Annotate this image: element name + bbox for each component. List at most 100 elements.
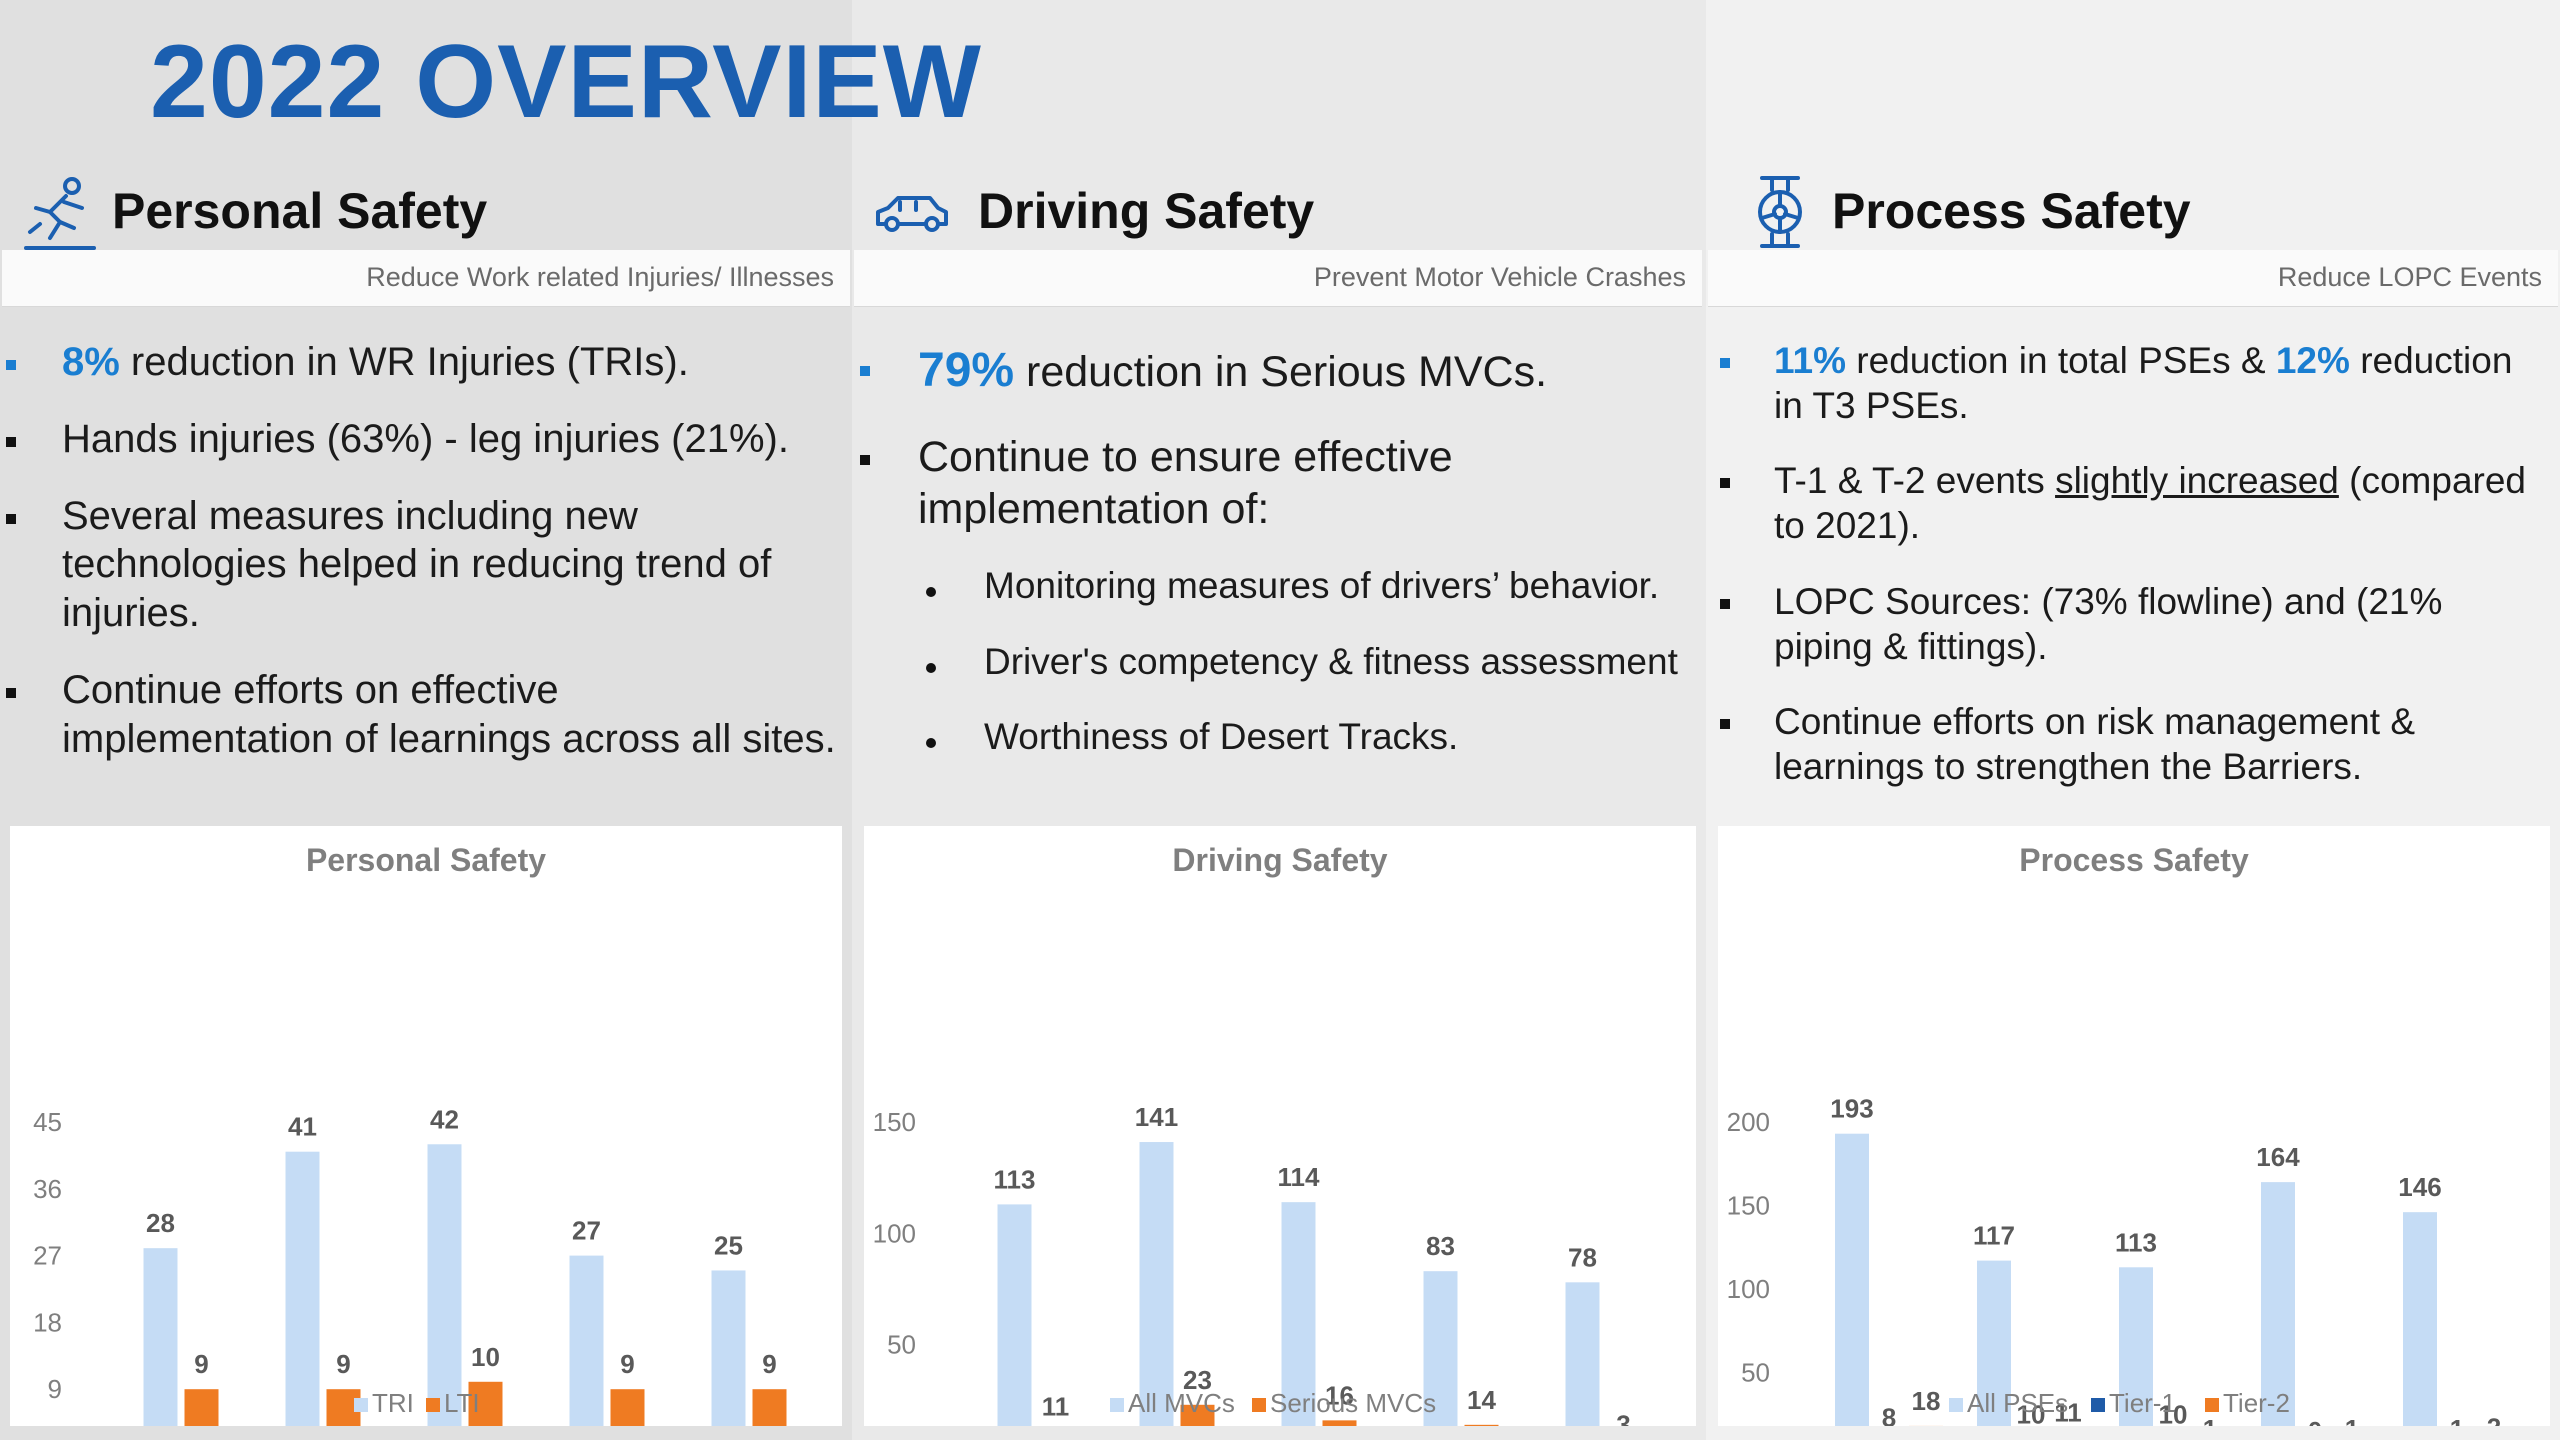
bar-lti — [752, 1389, 787, 1426]
bar-all-mvcs — [1423, 1271, 1458, 1426]
bullet-item: Hands injuries (63%) - leg injuries (21%… — [0, 415, 840, 464]
driving-safety-section: Driving Safety Prevent Motor Vehicle Cra… — [852, 160, 1704, 1440]
bullet-text: reduction in WR Injuries (TRIs). — [119, 340, 689, 384]
bar-tri — [711, 1270, 746, 1426]
legend-swatch — [2091, 1398, 2105, 1412]
page-title: 2022 OVERVIEW — [150, 24, 982, 140]
data-label: 10 — [2017, 1399, 2046, 1426]
bar-serious-mvcs — [1180, 1404, 1215, 1426]
highlight-value: 8% — [62, 340, 120, 384]
y-tick-label: 27 — [33, 1241, 62, 1271]
bar-all-pses — [2403, 1212, 2437, 1426]
section-subtitle: Reduce Work related Injuries/ Illnesses — [366, 262, 834, 292]
bar-lti — [610, 1389, 645, 1426]
section-title: Driving Safety — [978, 183, 1315, 239]
slip-fall-icon — [24, 177, 96, 250]
legend-swatch — [1110, 1398, 1124, 1412]
data-label: 8 — [1882, 1403, 1896, 1426]
bullet-item: 11% reduction in total PSEs & 12% reduct… — [1706, 338, 2526, 428]
y-tick-label: 150 — [1727, 1191, 1770, 1221]
bullet-list: 8% reduction in WR Injuries (TRIs). Hand… — [0, 338, 840, 792]
section-header: Personal Safety — [0, 160, 852, 250]
bullet-text: Continue efforts on effective implementa… — [62, 667, 836, 761]
bar-tri — [569, 1255, 604, 1426]
legend-label: LTI — [444, 1388, 480, 1418]
bar-lti — [184, 1389, 219, 1426]
legend-swatch — [426, 1398, 440, 1412]
legend-label: Tier-1 — [2109, 1388, 2176, 1418]
bullet-item: Several measures including new technolog… — [0, 492, 840, 638]
data-label: 10 — [471, 1342, 500, 1372]
chart-panel-personal: Personal Safety0918273645201828920194192… — [10, 826, 842, 1426]
process-safety-section: Process Safety Reduce LOPC Events 11% re… — [1706, 160, 2560, 1440]
personal-safety-section: Personal Safety Reduce Work related Inju… — [0, 160, 852, 1440]
data-label: 9 — [762, 1349, 776, 1379]
y-tick-label: 100 — [873, 1218, 916, 1248]
personal-safety-chart: Personal Safety0918273645201828920194192… — [33, 842, 787, 1426]
sub-bullet-item: Driver's competency & fitness assessment — [918, 639, 1682, 684]
section-subtitle: Reduce LOPC Events — [2277, 262, 2542, 292]
chart-panel-process: Process Safety05010015020020181938182019… — [1718, 826, 2550, 1426]
bullet-item: T-1 & T-2 events slightly increased (com… — [1706, 458, 2526, 548]
section-title: Personal Safety — [112, 183, 488, 239]
legend-label: Tier-2 — [2223, 1388, 2290, 1418]
data-label: 25 — [714, 1230, 743, 1260]
bar-lti — [468, 1381, 503, 1426]
car-icon — [876, 196, 948, 232]
legend-swatch — [354, 1398, 368, 1412]
legend-label: TRI — [372, 1388, 414, 1418]
chart-legend: TRI LTI — [354, 1388, 480, 1418]
sub-bullet-item: Worthiness of Desert Tracks. — [918, 714, 1682, 759]
section-subtitle: Prevent Motor Vehicle Crashes — [1313, 262, 1686, 292]
highlight-value: 79% — [918, 344, 1015, 397]
chart-legend: All PSEs Tier-1 Tier-2 — [1949, 1388, 2290, 1418]
bullet-text: T-1 & T-2 events — [1774, 460, 2056, 502]
data-label: 9 — [336, 1349, 350, 1379]
y-tick-label: 50 — [887, 1330, 916, 1360]
bar-all-mvcs — [1565, 1282, 1600, 1426]
bar-all-pses — [1835, 1133, 1869, 1426]
bullet-list: 79% reduction in Serious MVCs. Continue … — [852, 342, 1682, 789]
y-tick-label: 45 — [33, 1107, 62, 1137]
section-header: Process Safety — [1706, 160, 2560, 250]
chart-title: Process Safety — [2019, 842, 2249, 878]
chart-panel-driving: Driving Safety05010015020181131120191412… — [864, 826, 1696, 1426]
legend-label: All PSEs — [1967, 1388, 2068, 1418]
bullet-item: Continue to ensure effective implementat… — [852, 431, 1682, 759]
bullet-text: (compared to 2021). — [1774, 460, 2527, 547]
bullet-text: reduction in total PSEs & — [1846, 340, 2276, 381]
legend-swatch — [1252, 1398, 1266, 1412]
bullet-item: 79% reduction in Serious MVCs. — [852, 342, 1682, 401]
data-label: 0 — [2308, 1416, 2322, 1426]
data-label: 10 — [2159, 1399, 2188, 1426]
bar-all-pses — [2261, 1182, 2295, 1426]
process-safety-chart: Process Safety05010015020020181938182019… — [1727, 842, 2501, 1426]
data-label: 193 — [1830, 1094, 1873, 1124]
y-tick-label: 100 — [1727, 1274, 1770, 1304]
bullet-text: Hands injuries (63%) - leg injuries (21%… — [62, 416, 789, 461]
data-label: 1 — [2345, 1414, 2359, 1426]
data-label: 2 — [2487, 1413, 2501, 1426]
bar-serious-mvcs — [1322, 1420, 1357, 1426]
bullet-item: 8% reduction in WR Injuries (TRIs). — [0, 338, 840, 387]
data-label: 3 — [1616, 1409, 1630, 1426]
y-tick-label: 9 — [48, 1374, 62, 1404]
legend-swatch — [2205, 1398, 2219, 1412]
section-subtitle-bar: Reduce Work related Injuries/ Illnesses — [2, 250, 850, 307]
data-label: 164 — [2256, 1142, 2300, 1172]
data-label: 14 — [1467, 1385, 1496, 1415]
legend-label: All MVCs — [1128, 1388, 1235, 1418]
y-tick-label: 150 — [873, 1107, 916, 1137]
legend-label: Serious MVCs — [1270, 1388, 1436, 1418]
highlight-value: 11% — [1774, 340, 1847, 381]
chart-title: Driving Safety — [1172, 842, 1387, 878]
data-label: 9 — [620, 1349, 634, 1379]
data-label: 141 — [1135, 1102, 1178, 1132]
bullet-list: 11% reduction in total PSEs & 12% reduct… — [1706, 338, 2526, 819]
bullet-text: reduction in Serious MVCs. — [1014, 348, 1548, 396]
data-label: 18 — [1912, 1386, 1941, 1416]
chart-legend: All MVCs Serious MVCs — [1110, 1388, 1436, 1418]
data-label: 27 — [572, 1216, 601, 1246]
section-subtitle-bar: Prevent Motor Vehicle Crashes — [854, 250, 1702, 307]
bar-all-pses — [1977, 1260, 2011, 1426]
